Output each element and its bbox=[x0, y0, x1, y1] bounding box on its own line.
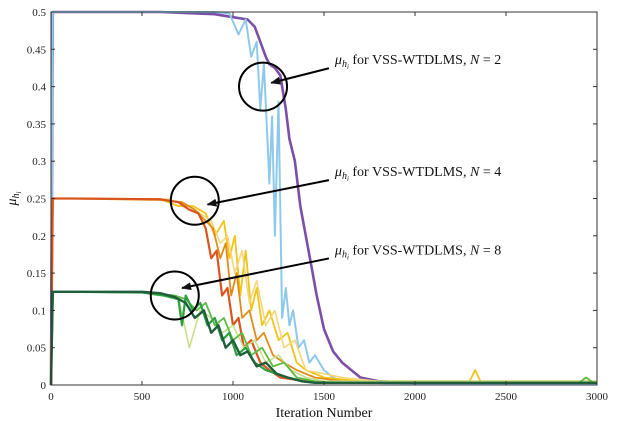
series-line-1 bbox=[49, 10, 597, 386]
series-layer bbox=[49, 10, 597, 386]
annotation-text-2: μhi for VSS-WTDLMS, N = 4 bbox=[334, 165, 501, 183]
y-tick-label: 0.15 bbox=[27, 268, 47, 280]
series-line-2 bbox=[50, 11, 597, 386]
annotation-circle-3 bbox=[149, 270, 200, 321]
annotation-text-1: μhi for VSS-WTDLMS, N = 2 bbox=[334, 53, 501, 71]
y-axis-label-subsub: i bbox=[15, 191, 23, 193]
y-tick-label: 0.05 bbox=[27, 343, 47, 355]
x-axis-label: Iteration Number bbox=[276, 406, 373, 421]
annotation-arrow-3 bbox=[181, 257, 330, 291]
y-tick-label: 0 bbox=[41, 380, 47, 392]
annotation-layer: μhi for VSS-WTDLMS, N = 2 μhi for VSS-WTD… bbox=[149, 53, 501, 321]
x-axis-ticks: 0 500 1000 1500 2000 2500 3000 bbox=[48, 12, 609, 403]
y-axis-label-sub: h bbox=[11, 193, 22, 198]
x-tick-label: 2500 bbox=[495, 391, 518, 403]
y-axis-ticks: 0 0.05 0.1 0.15 0.2 0.25 0.3 0.35 0.4 0.45 0.5 bbox=[27, 7, 597, 392]
x-tick-label: 1000 bbox=[222, 391, 245, 403]
y-tick-label: 0.4 bbox=[32, 82, 46, 94]
annotation-text-3: μhi for VSS-WTDLMS, N = 8 bbox=[334, 243, 501, 261]
x-tick-label: 500 bbox=[134, 391, 151, 403]
y-tick-label: 0.45 bbox=[27, 44, 47, 56]
annotation-arrow-1 bbox=[270, 67, 330, 85]
annotation-circle-1 bbox=[238, 61, 289, 112]
x-tick-label: 0 bbox=[48, 391, 54, 403]
y-tick-label: 0.2 bbox=[32, 231, 46, 243]
annotation-circle-2 bbox=[169, 175, 220, 226]
x-tick-label: 3000 bbox=[586, 391, 609, 403]
x-tick-label: 2000 bbox=[404, 391, 427, 403]
series-line-6 bbox=[49, 197, 597, 386]
y-tick-label: 0.25 bbox=[27, 194, 47, 206]
annotation-arrow-2 bbox=[206, 179, 330, 207]
y-tick-label: 0.35 bbox=[27, 119, 47, 131]
y-tick-label: 0.3 bbox=[32, 156, 46, 168]
x-tick-label: 1500 bbox=[313, 391, 336, 403]
y-tick-label: 0.5 bbox=[32, 7, 46, 19]
y-tick-label: 0.1 bbox=[32, 305, 46, 317]
y-axis-label-mu: μ bbox=[5, 198, 20, 206]
y-axis-label: μhi bbox=[5, 191, 23, 206]
